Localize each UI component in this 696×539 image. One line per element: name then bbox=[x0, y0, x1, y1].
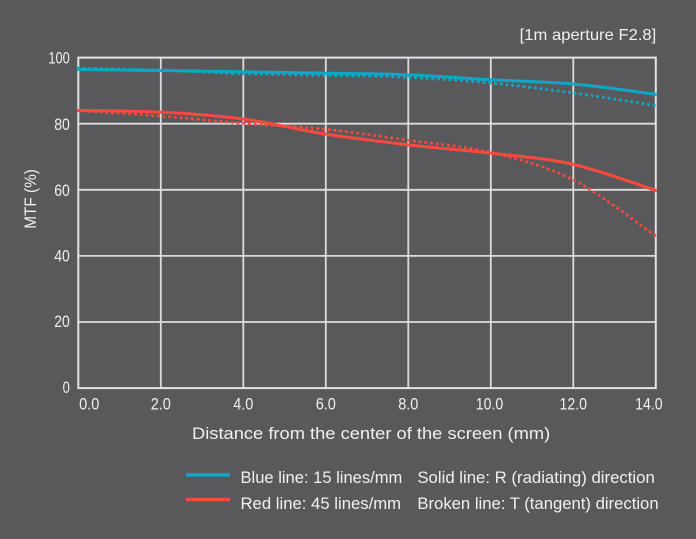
svg-text:Distance from the center of th: Distance from the center of the screen (… bbox=[192, 424, 550, 443]
svg-text:80: 80 bbox=[54, 115, 70, 134]
svg-text:6.0: 6.0 bbox=[316, 395, 336, 414]
svg-text:Blue line: 15 lines/mm: Blue line: 15 lines/mm bbox=[241, 468, 403, 487]
svg-text:100: 100 bbox=[48, 49, 69, 68]
svg-text:2.0: 2.0 bbox=[151, 395, 171, 414]
svg-text:20: 20 bbox=[54, 312, 70, 331]
svg-text:40: 40 bbox=[54, 246, 70, 265]
svg-text:60: 60 bbox=[54, 181, 70, 200]
svg-text:4.0: 4.0 bbox=[233, 395, 253, 414]
svg-text:[1m aperture F2.8]: [1m aperture F2.8] bbox=[520, 27, 657, 44]
svg-text:14.0: 14.0 bbox=[635, 395, 663, 414]
svg-text:0.0: 0.0 bbox=[79, 395, 99, 414]
svg-text:8.0: 8.0 bbox=[398, 395, 418, 414]
svg-text:0: 0 bbox=[63, 378, 70, 397]
svg-text:MTF (%): MTF (%) bbox=[21, 169, 40, 229]
svg-text:Red line: 45 lines/mm: Red line: 45 lines/mm bbox=[241, 494, 402, 513]
svg-text:12.0: 12.0 bbox=[560, 395, 588, 414]
svg-text:Solid line: R (radiating) dire: Solid line: R (radiating) direction bbox=[417, 468, 654, 487]
svg-text:10.0: 10.0 bbox=[476, 395, 504, 414]
svg-text:Broken line: T (tangent) direc: Broken line: T (tangent) direction bbox=[417, 494, 658, 513]
